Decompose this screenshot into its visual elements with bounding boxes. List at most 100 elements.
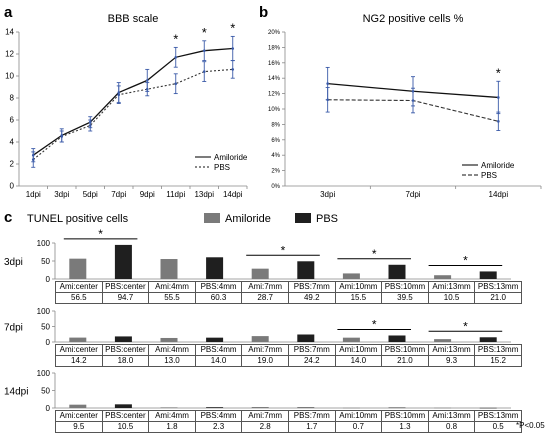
table-value-cell: 2.3 (194, 421, 243, 433)
legend-label: Amiloride (214, 153, 248, 162)
significance-asterisk: * (173, 31, 178, 46)
data-point (326, 98, 329, 102)
legend-label: PBS (214, 163, 230, 172)
y-tick-label: 100 (37, 239, 51, 248)
significance-asterisk: * (230, 20, 235, 35)
table-header-cell: PBS:13mm (474, 344, 522, 356)
table-header-cell: Ami:13mm (427, 344, 476, 356)
chart-title: BBB scale (108, 13, 159, 25)
x-tick-label: 3dpi (320, 190, 335, 199)
table-header-cell: Ami:4mm (148, 344, 196, 356)
y-tick-label: 4 (10, 138, 15, 147)
table-value-cell: 0.5 (474, 421, 522, 433)
legend-label: Amiloride (225, 213, 271, 225)
bar (160, 337, 178, 342)
series-line-pbs (32, 68, 233, 161)
table-value-cell: 21.0 (474, 292, 522, 304)
bar (69, 337, 87, 342)
significance-note: *P<0.05 (516, 421, 545, 430)
table-value-cell: 14.0 (334, 355, 383, 367)
panel-letter-a: a (4, 4, 13, 21)
bar (114, 404, 132, 408)
tunel-table-14dpi: Ami:center PBS:center Ami:4mm PBS:4mm Ami:7m… (55, 410, 522, 433)
data-point (145, 87, 149, 91)
y-tick-label: 6 (10, 116, 15, 125)
y-tick-label: 20% (268, 30, 281, 36)
legend-label: PBS (481, 171, 497, 180)
bar (434, 275, 452, 279)
table-value-cell: 21.0 (381, 355, 429, 367)
tunel-table-3dpi: Ami:center PBS:center Ami:4mm PBS:4mm Ami:7m… (55, 281, 522, 304)
tunel-table-7dpi: Ami:center PBS:center Ami:4mm PBS:4mm Ami:7m… (55, 344, 522, 367)
y-tick-label: 8 (10, 94, 15, 103)
table-value-cell: 10.5 (427, 292, 476, 304)
table-value-cell: 39.5 (381, 292, 429, 304)
table-value-cell: 14.2 (55, 355, 103, 367)
table-header-cell: Ami:center (55, 281, 103, 293)
chart-title: TUNEL positive cells (27, 213, 129, 225)
x-tick-label: 3dpi (54, 190, 69, 199)
table-value-cell: 9.3 (427, 355, 476, 367)
table-value-cell: 14.0 (194, 355, 243, 367)
y-tick-label: 18% (268, 45, 281, 51)
x-tick-label: 7dpi (111, 190, 126, 199)
y-tick-label: 12 (5, 50, 14, 59)
y-tick-label: 0 (46, 338, 51, 347)
bar (434, 407, 452, 409)
x-tick-label: 5dpi (83, 190, 98, 199)
data-point (231, 47, 235, 50)
table-value-cell: 18.0 (101, 355, 150, 367)
bar (388, 407, 406, 409)
y-tick-label: 16% (268, 61, 281, 67)
table-value-cell: 13.0 (148, 355, 196, 367)
table-value-cell: 2.8 (241, 421, 289, 433)
bar (69, 404, 87, 408)
y-tick-label: 100 (37, 369, 51, 378)
significance-asterisk: * (496, 65, 501, 80)
bar (388, 335, 406, 342)
table-header-cell: Ami:13mm (427, 281, 476, 293)
table-header-cell: PBS:10mm (381, 281, 429, 293)
bar (114, 244, 132, 279)
significance-asterisk: * (281, 243, 286, 257)
bar (434, 339, 452, 342)
bar (69, 258, 87, 279)
chart-c-tunel-cells: TUNEL positive cells Amiloride PBS 3dpi 0 50 1… (4, 213, 511, 413)
significance-asterisk: * (463, 253, 468, 267)
table-header-cell: Ami:7mm (241, 410, 289, 422)
table-value-cell: 10.5 (101, 421, 150, 433)
table-header-cell: Ami:center (55, 410, 103, 422)
x-tick-label: 14dpi (223, 190, 243, 199)
y-tick-label: 0 (46, 404, 51, 413)
table-header-cell: Ami:4mm (148, 410, 196, 422)
legend-swatch (204, 213, 220, 223)
bar (206, 257, 224, 279)
row-label: 3dpi (4, 257, 23, 268)
significance-asterisk: * (372, 247, 377, 261)
table-header-cell: PBS:13mm (474, 410, 522, 422)
table-header-cell: PBS:4mm (194, 410, 243, 422)
table-value-cell: 60.3 (194, 292, 243, 304)
table-header-cell: PBS:7mm (287, 344, 336, 356)
y-tick-label: 0 (10, 182, 15, 191)
data-point (117, 93, 121, 96)
x-tick-label: 9dpi (140, 190, 155, 199)
data-point (145, 79, 149, 82)
y-tick-label: 50 (41, 387, 50, 396)
data-point (174, 56, 178, 59)
x-tick-label: 11dpi (166, 190, 185, 199)
data-point (326, 82, 329, 85)
data-point (202, 70, 206, 73)
table-header-cell: Ami:7mm (241, 281, 289, 293)
bar (206, 407, 224, 408)
panel-letter-c: c (4, 209, 12, 226)
row-label: 7dpi (4, 323, 23, 334)
data-point (88, 124, 92, 127)
data-point (174, 82, 178, 85)
table-value-cell: 15.2 (474, 355, 522, 367)
x-tick-label: 13dpi (194, 190, 214, 199)
table-value-cell: 28.7 (241, 292, 289, 304)
bar (388, 264, 406, 279)
y-tick-label: 0% (271, 184, 280, 190)
